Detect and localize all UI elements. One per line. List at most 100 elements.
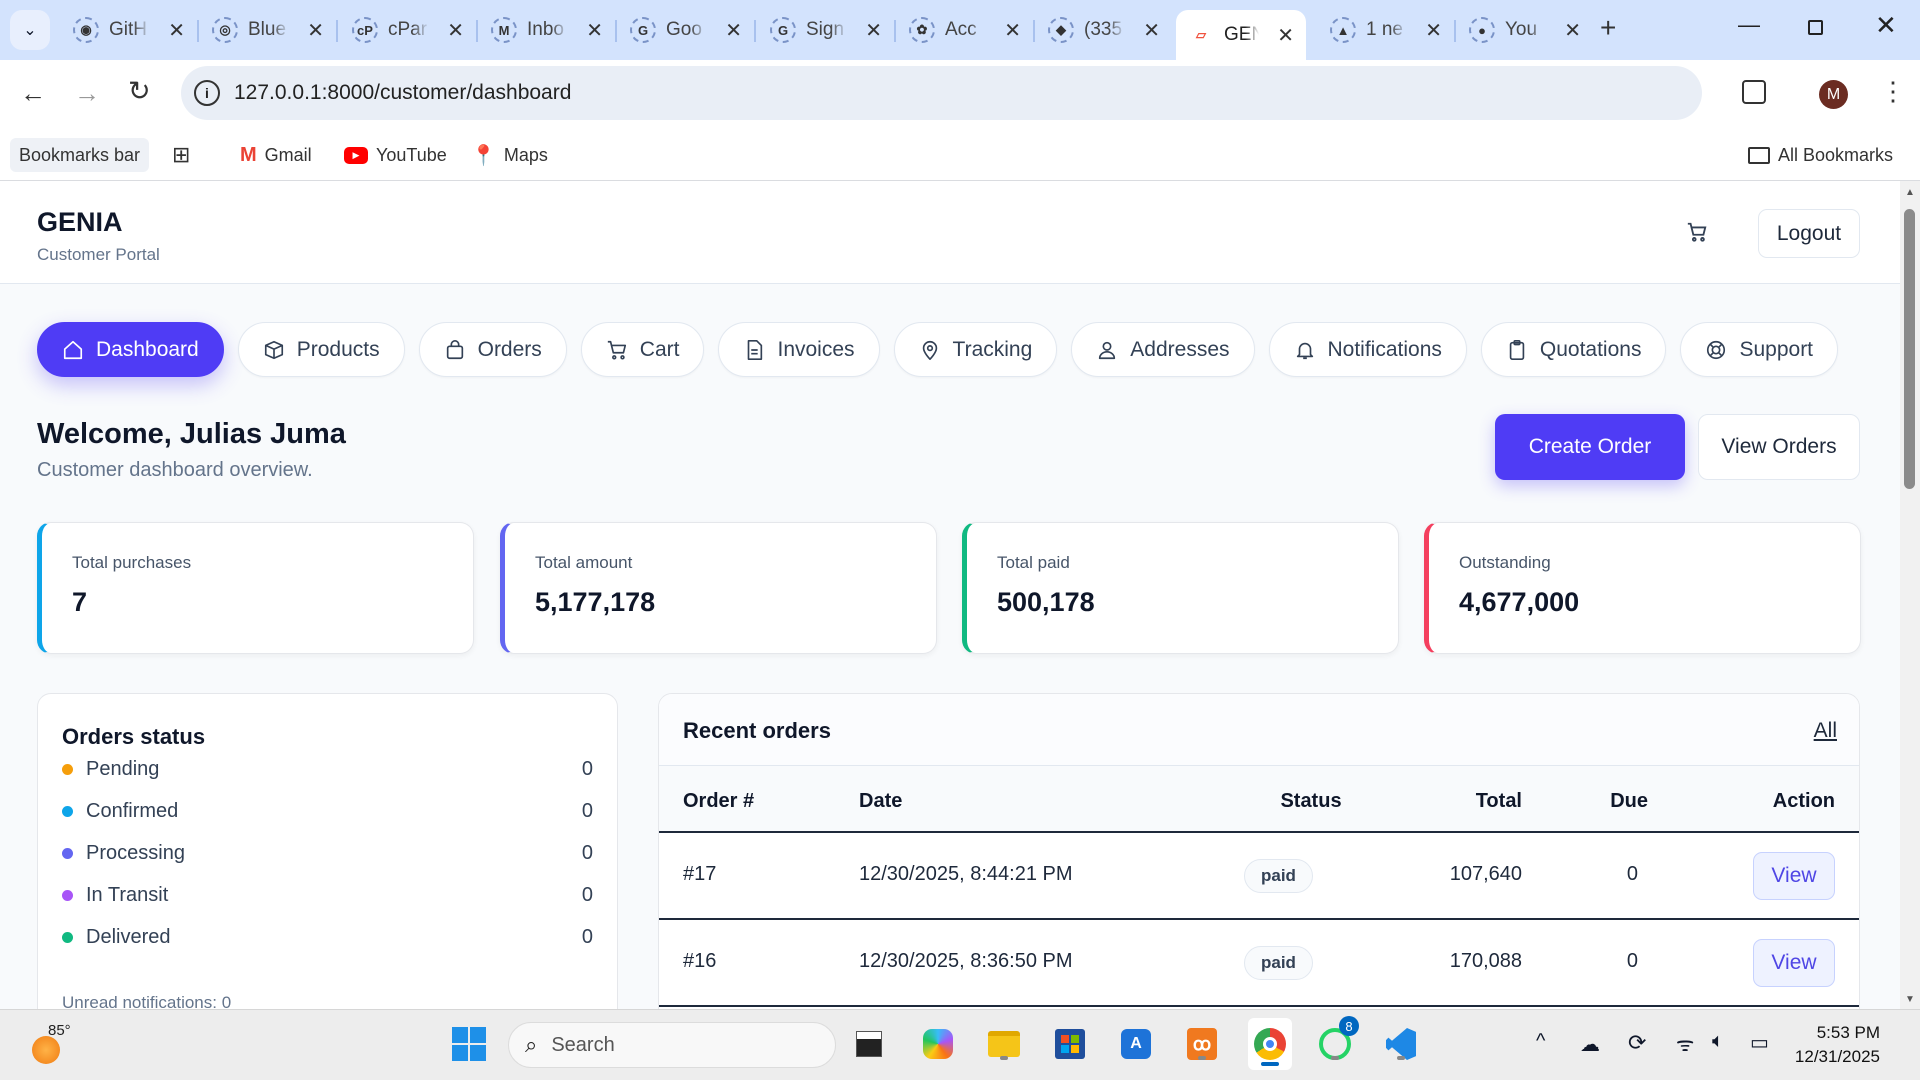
nav-quotations[interactable]: Quotations [1480,322,1667,377]
tab-close-icon[interactable]: ✕ [1564,19,1581,42]
bookmark-gmail[interactable]: M Gmail [240,138,312,172]
file-explorer-icon[interactable] [984,1024,1024,1064]
clock[interactable]: 5:53 PM 12/31/2025 [1790,1021,1880,1069]
nav-label: Dashboard [96,337,199,361]
order-number: #17 [683,863,717,885]
site-info-icon[interactable]: i [194,80,220,106]
view-order-button[interactable]: View [1753,939,1835,987]
all-orders-link[interactable]: All [1813,719,1837,742]
copilot-icon[interactable] [918,1024,958,1064]
onedrive-icon[interactable]: ☁ [1580,1034,1600,1056]
bookmark-maps[interactable]: 📍 Maps [471,138,548,172]
task-view-icon[interactable] [849,1024,889,1064]
weather-widget[interactable]: 85° [30,1022,90,1068]
nav-label: Products [296,337,380,361]
tab-close-icon[interactable]: ✕ [1143,19,1160,42]
tab-close-icon[interactable]: ✕ [586,19,603,42]
minimize-button[interactable]: — [1738,12,1760,37]
column-header: Total [1475,790,1522,812]
page-scrollbar[interactable]: ▲ ▼ [1900,181,1920,1009]
view-orders-button[interactable]: View Orders [1698,414,1860,480]
close-window-button[interactable]: ✕ [1875,10,1897,40]
url-text[interactable]: 127.0.0.1:8000/customer/dashboard [234,81,572,104]
browser-tab[interactable]: G Sign ✕ [758,8,896,52]
folder-icon [1748,146,1770,164]
app-icon: ◆ [1048,17,1074,43]
header-cart-icon[interactable] [1686,221,1708,243]
nav-support[interactable]: Support [1680,322,1839,377]
apps-grid-icon[interactable]: ⊞ [172,142,191,167]
whatsapp-icon[interactable]: 8 [1315,1016,1359,1064]
tab-close-icon[interactable]: ✕ [1277,24,1294,47]
back-icon[interactable]: ← [20,78,46,108]
nav-orders[interactable]: Orders [418,322,567,377]
show-hidden-icons[interactable]: ^ [1536,1030,1546,1052]
tab-close-icon[interactable]: ✕ [725,19,742,42]
nav-label: Quotations [1539,337,1642,361]
new-tab-button[interactable]: + [1600,12,1617,43]
order-date: 12/30/2025, 8:36:50 PM [859,950,1073,972]
profile-avatar[interactable]: M [1819,80,1848,109]
bookmark-youtube[interactable]: ▶ YouTube [344,138,447,172]
stat-card-total-amount: Total amount 5,177,178 [500,522,937,654]
bookmark-label: Gmail [264,144,312,165]
browser-tab[interactable]: ● You ✕ [1457,8,1593,52]
view-order-button[interactable]: View [1753,852,1835,900]
browser-tab[interactable]: M Inbo ✕ [479,8,617,52]
status-dot-icon [62,890,73,901]
sync-icon[interactable]: ⟳ [1628,1030,1647,1055]
logout-button[interactable]: Logout [1758,209,1860,258]
browser-menu-icon[interactable]: ⋮ [1880,76,1906,106]
nav-dashboard[interactable]: Dashboard [37,322,224,377]
taskbar-search[interactable]: ⌕ Search [508,1022,836,1068]
recent-orders-header [659,694,1859,766]
create-order-button[interactable]: Create Order [1495,414,1685,480]
browser-tab[interactable]: ▲ 1 ne ✕ [1318,8,1456,52]
azure-data-studio-icon[interactable]: A [1116,1024,1156,1064]
microsoft-store-icon[interactable] [1050,1024,1090,1064]
browser-tab[interactable]: ▱ GEN ✕ [1176,10,1306,60]
forward-icon[interactable]: → [74,78,100,108]
nav-invoices[interactable]: Invoices [718,322,880,377]
browser-tab[interactable]: ◉ GitH ✕ [61,8,199,52]
all-bookmarks[interactable]: All Bookmarks [1748,138,1893,172]
browser-tab[interactable]: ✿ Acc ✕ [897,8,1035,52]
scroll-up-arrow[interactable]: ▲ [1905,187,1915,198]
tab-close-icon[interactable]: ✕ [1425,19,1442,42]
brand-name[interactable]: GENIA [37,207,123,237]
scroll-down-arrow[interactable]: ▼ [1905,994,1915,1005]
tab-close-icon[interactable]: ✕ [168,19,185,42]
bookmark-label: YouTube [376,144,447,165]
order-due: 0 [1626,950,1638,972]
restore-button[interactable] [1808,20,1823,35]
tab-close-icon[interactable]: ✕ [865,19,882,42]
tab-close-icon[interactable]: ✕ [1004,19,1021,42]
nav-label: Tracking [952,337,1033,361]
nav-tracking[interactable]: Tracking [893,322,1058,377]
tab-close-icon[interactable]: ✕ [447,19,464,42]
nav-notifications[interactable]: Notifications [1268,322,1467,377]
browser-tab[interactable]: cP cPar ✕ [340,8,478,52]
address-bar[interactable]: i 127.0.0.1:8000/customer/dashboard [181,66,1702,120]
nav-addresses[interactable]: Addresses [1071,322,1255,377]
orders-status-title: Orders status [62,724,206,749]
volume-icon[interactable]: 🔈︎ [1712,1030,1724,1052]
browser-tab[interactable]: ◆ (335 ✕ [1036,8,1172,52]
vscode-icon[interactable] [1381,1024,1421,1064]
reload-icon[interactable]: ↻ [128,76,151,106]
wifi-icon[interactable]: ᯤ [1676,1034,1695,1056]
browser-tab[interactable]: G Goo ✕ [618,8,756,52]
scrollbar-thumb[interactable] [1904,209,1915,489]
tab-close-icon[interactable]: ✕ [307,19,324,42]
box-icon [263,339,285,361]
extensions-icon[interactable] [1742,80,1766,104]
browser-tab[interactable]: ◎ Blue ✕ [200,8,338,52]
nav-cart[interactable]: Cart [580,322,705,377]
tab-search-button[interactable]: ⌄ [10,10,50,50]
xampp-icon[interactable]: ꝏ [1182,1024,1222,1064]
battery-icon[interactable]: ▭ [1750,1032,1769,1054]
bookmarks-bar-chip[interactable]: Bookmarks bar [10,138,150,172]
nav-products[interactable]: Products [237,322,405,377]
chrome-icon[interactable] [1248,1018,1292,1070]
start-button[interactable] [449,1024,489,1064]
